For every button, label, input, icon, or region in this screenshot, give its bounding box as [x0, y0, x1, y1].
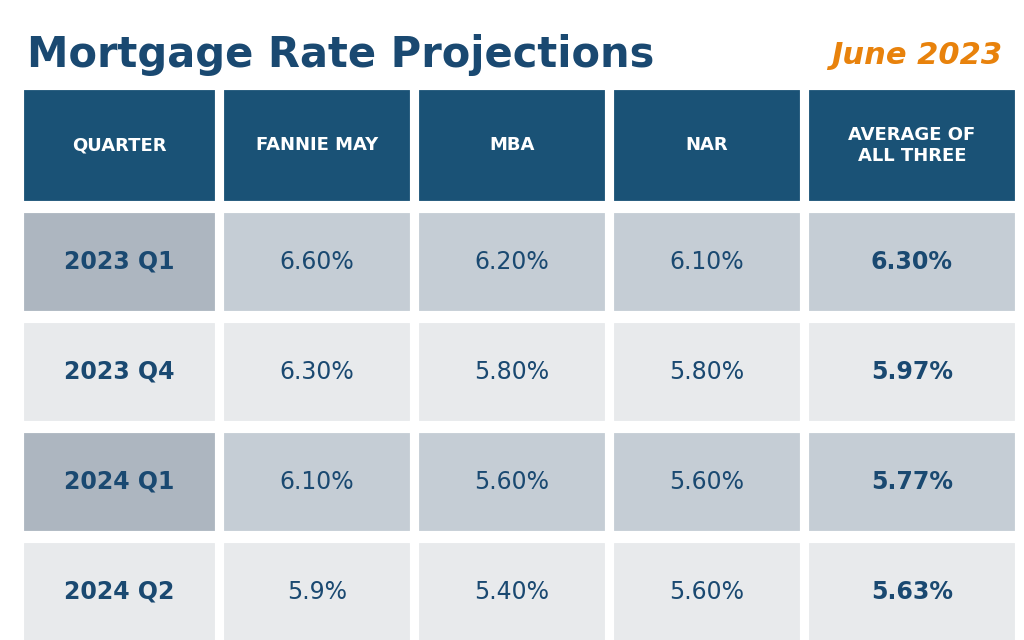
Text: AVERAGE OF
ALL THREE: AVERAGE OF ALL THREE: [848, 126, 976, 165]
Text: 6.10%: 6.10%: [280, 470, 354, 494]
Text: 5.80%: 5.80%: [670, 360, 744, 384]
Text: 2023 Q4: 2023 Q4: [65, 360, 175, 384]
Text: 6.30%: 6.30%: [871, 250, 953, 274]
Text: 5.63%: 5.63%: [871, 580, 953, 604]
Text: 2024 Q2: 2024 Q2: [65, 580, 175, 604]
Bar: [417, 541, 607, 640]
Text: QUARTER: QUARTER: [73, 136, 167, 154]
Bar: [612, 541, 802, 640]
Bar: [222, 431, 412, 533]
Bar: [22, 431, 217, 533]
Bar: [417, 431, 607, 533]
Bar: [807, 321, 1017, 423]
Bar: [22, 211, 217, 313]
Text: 6.60%: 6.60%: [280, 250, 354, 274]
Text: NAR: NAR: [686, 136, 728, 154]
Text: 5.9%: 5.9%: [287, 580, 347, 604]
Bar: [612, 431, 802, 533]
Text: 5.40%: 5.40%: [474, 580, 550, 604]
Bar: [222, 211, 412, 313]
Bar: [222, 88, 412, 203]
Bar: [22, 88, 217, 203]
Text: Mortgage Rate Projections: Mortgage Rate Projections: [27, 34, 654, 76]
Text: 5.97%: 5.97%: [871, 360, 953, 384]
Bar: [417, 211, 607, 313]
Text: 6.10%: 6.10%: [670, 250, 744, 274]
Bar: [417, 321, 607, 423]
Bar: [807, 211, 1017, 313]
Bar: [612, 321, 802, 423]
Bar: [612, 211, 802, 313]
Bar: [222, 321, 412, 423]
Text: 5.60%: 5.60%: [670, 470, 744, 494]
Text: 5.60%: 5.60%: [670, 580, 744, 604]
Text: 5.77%: 5.77%: [871, 470, 953, 494]
Bar: [807, 541, 1017, 640]
Text: 2023 Q1: 2023 Q1: [65, 250, 175, 274]
Bar: [612, 88, 802, 203]
Text: FANNIE MAY: FANNIE MAY: [256, 136, 378, 154]
Bar: [22, 321, 217, 423]
Bar: [807, 431, 1017, 533]
Text: 5.60%: 5.60%: [474, 470, 550, 494]
Bar: [807, 88, 1017, 203]
Bar: [222, 541, 412, 640]
Bar: [22, 541, 217, 640]
Text: 6.20%: 6.20%: [475, 250, 549, 274]
Text: MBA: MBA: [489, 136, 535, 154]
Text: 5.80%: 5.80%: [474, 360, 550, 384]
Bar: [417, 88, 607, 203]
Text: 2024 Q1: 2024 Q1: [65, 470, 175, 494]
Text: June 2023: June 2023: [830, 40, 1002, 70]
Text: 6.30%: 6.30%: [280, 360, 354, 384]
